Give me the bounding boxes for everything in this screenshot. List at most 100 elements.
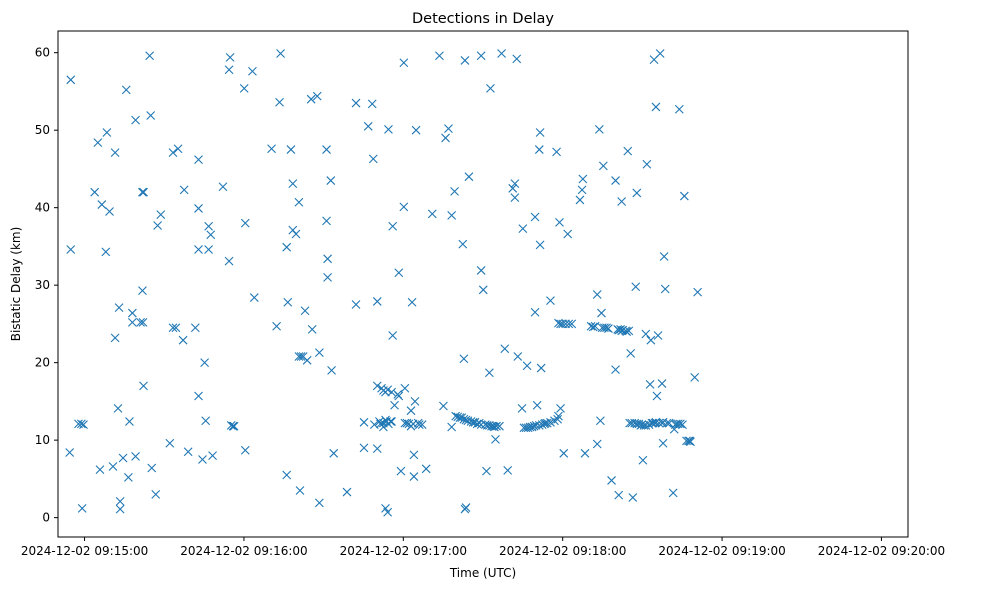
- data-point-marker: [183, 447, 193, 457]
- data-point-marker: [651, 102, 661, 112]
- y-axis: 0 10 20 30 40 50 60: [35, 46, 58, 525]
- data-point-marker: [124, 472, 133, 482]
- data-point-marker: [194, 391, 203, 401]
- data-point-marker: [372, 381, 382, 391]
- data-point-marker: [684, 436, 693, 446]
- data-point-marker: [628, 493, 638, 502]
- plot-area-frame: [57, 30, 909, 538]
- data-point-marker: [190, 323, 200, 333]
- data-point-marker: [351, 300, 361, 309]
- data-point-marker: [444, 124, 453, 134]
- data-point-marker: [396, 466, 406, 476]
- data-point-marker: [662, 418, 672, 428]
- data-point-marker: [530, 212, 540, 222]
- data-point-marker: [267, 144, 276, 154]
- data-point-marker: [388, 331, 398, 340]
- data-point-marker: [306, 94, 316, 104]
- data-point-marker: [623, 146, 633, 156]
- data-point-marker: [406, 406, 416, 416]
- data-point-marker: [518, 224, 528, 233]
- y-tick-label: 20: [35, 356, 50, 370]
- data-point-marker: [295, 486, 305, 495]
- data-point-marker: [460, 56, 470, 65]
- data-point-marker: [201, 416, 211, 426]
- data-point-marker: [226, 421, 236, 430]
- data-point-marker: [115, 496, 125, 506]
- data-point-marker: [312, 91, 322, 101]
- data-point-marker: [580, 448, 590, 458]
- x-tick-label: 2024-12-02 09:20:00: [818, 544, 945, 558]
- data-point-marker: [359, 443, 369, 453]
- data-point-marker: [563, 229, 573, 239]
- data-point-marker: [372, 444, 382, 454]
- data-point-marker: [476, 51, 486, 61]
- data-point-marker: [138, 317, 148, 327]
- data-point-marker: [224, 65, 234, 75]
- data-point-marker: [206, 230, 216, 240]
- data-point-marker: [383, 507, 393, 517]
- data-point-marker: [229, 421, 239, 431]
- data-point-marker: [400, 383, 410, 393]
- data-point-marker: [156, 210, 166, 220]
- data-point-marker: [522, 361, 532, 371]
- data-point-marker: [76, 419, 86, 429]
- data-point-marker: [542, 418, 552, 428]
- data-point-marker: [114, 303, 124, 313]
- y-tick-label: 40: [35, 201, 50, 215]
- data-point-marker: [168, 323, 178, 333]
- data-point-marker: [631, 282, 641, 292]
- data-point-marker: [588, 322, 598, 332]
- data-point-marker: [388, 221, 398, 231]
- data-point-marker: [399, 58, 409, 68]
- data-point-marker: [179, 185, 189, 195]
- data-point-marker: [492, 421, 501, 431]
- data-point-marker: [546, 296, 555, 306]
- data-point-marker: [387, 417, 397, 426]
- data-point-marker: [458, 239, 468, 249]
- x-tick-label: 2024-12-02 09:19:00: [658, 544, 785, 558]
- data-point-marker: [532, 400, 542, 410]
- data-point-marker: [598, 161, 608, 171]
- data-point-marker: [65, 448, 75, 457]
- data-point-marker: [224, 256, 234, 266]
- data-point-marker: [110, 333, 120, 343]
- y-tick-label: 30: [35, 278, 50, 292]
- data-point-marker: [394, 391, 404, 401]
- data-point-marker: [314, 498, 324, 508]
- y-axis-label: Bistatic Delay (km): [9, 227, 23, 342]
- data-point-marker: [146, 111, 156, 120]
- data-point-marker: [447, 422, 457, 432]
- data-point-marker: [513, 352, 523, 361]
- x-tick-label: 2024-12-02 09:18:00: [499, 544, 626, 558]
- data-point-marker: [218, 182, 228, 192]
- data-point-marker: [645, 379, 655, 389]
- data-point-marker: [508, 183, 518, 193]
- data-point-marker: [127, 317, 137, 327]
- data-point-marker: [248, 66, 257, 76]
- data-point-marker: [272, 321, 281, 331]
- data-point-marker: [153, 221, 162, 230]
- data-point-marker: [121, 85, 131, 95]
- data-point-marker: [194, 155, 203, 165]
- data-point-marker: [198, 455, 207, 464]
- data-point-marker: [208, 451, 217, 461]
- data-point-marker: [286, 145, 296, 154]
- data-point-marker: [641, 329, 651, 339]
- data-point-marker: [240, 218, 250, 228]
- data-point-marker: [283, 297, 293, 307]
- data-point-marker: [417, 420, 427, 430]
- data-point-marker: [342, 487, 352, 497]
- data-point-marker: [165, 438, 175, 448]
- data-point-marker: [564, 319, 574, 329]
- data-point-marker: [556, 403, 565, 413]
- data-point-marker: [577, 185, 587, 195]
- data-point-marker: [478, 285, 488, 295]
- data-point-marker: [622, 327, 632, 337]
- data-point-marker: [482, 466, 491, 476]
- data-point-marker: [596, 416, 605, 426]
- data-point-marker: [368, 154, 378, 164]
- data-point-marker: [294, 197, 304, 207]
- data-point-marker: [322, 145, 331, 154]
- data-point-marker: [641, 421, 651, 430]
